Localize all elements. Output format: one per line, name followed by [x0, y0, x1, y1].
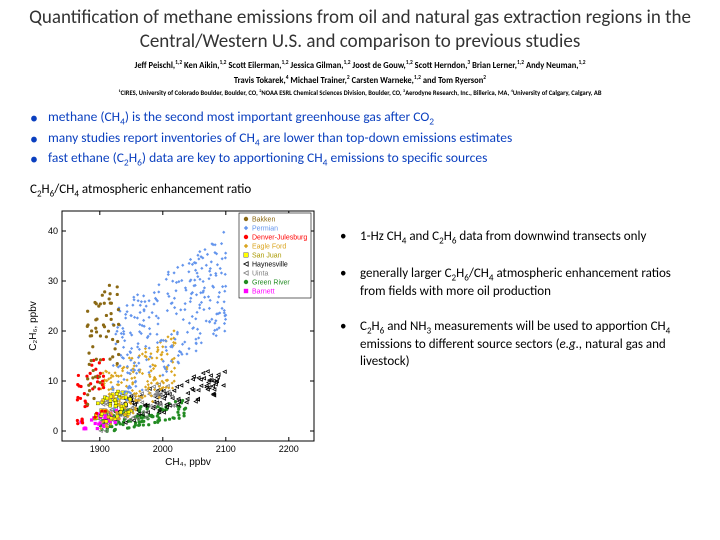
svg-text:Barnett: Barnett	[252, 289, 275, 296]
right-bullet-list: 1-Hz CH4 and C2H6 data from downwind tra…	[320, 199, 710, 471]
authors-line-2: Travis Tokarek,4 Michael Trainer,2 Carst…	[0, 71, 720, 87]
svg-text:30: 30	[48, 276, 58, 286]
svg-text:1900: 1900	[90, 444, 110, 454]
svg-text:Uinta: Uinta	[252, 271, 268, 278]
svg-text:40: 40	[48, 226, 58, 236]
svg-text:2100: 2100	[216, 444, 236, 454]
svg-text:10: 10	[48, 376, 58, 386]
svg-text:20: 20	[48, 326, 58, 336]
svg-text:Permian: Permian	[252, 226, 278, 233]
svg-text:CH₄, ppbv: CH₄, ppbv	[165, 457, 211, 468]
svg-text:Eagle Ford: Eagle Ford	[252, 244, 286, 251]
svg-text:Denver-Julesburg: Denver-Julesburg	[252, 235, 307, 242]
affiliations: 1CIRES, University of Colorado Boulder, …	[0, 87, 720, 104]
page-title: Quantification of methane emissions from…	[0, 0, 720, 56]
scatter-chart: 1900 2000 2100 2200 0 10 20 30 40 CH₄, ppbv C₂H₆, …	[10, 199, 320, 471]
top-bullet: fast ethane (C2H6) data are key to appor…	[30, 149, 690, 169]
svg-text:C₂H₆, ppbv: C₂H₆, ppbv	[28, 301, 39, 351]
chart-title: C2H6/CH4 atmospheric enhancement ratio	[0, 178, 720, 200]
svg-text:Bakken: Bakken	[252, 217, 275, 224]
svg-text:0: 0	[53, 426, 58, 436]
top-bullet-list: methane (CH4) is the second most importa…	[0, 104, 720, 177]
svg-text:Haynesville: Haynesville	[252, 262, 288, 269]
top-bullet: methane (CH4) is the second most importa…	[30, 108, 690, 128]
svg-text:2200: 2200	[279, 444, 299, 454]
right-bullet: 1-Hz CH4 and C2H6 data from downwind tra…	[340, 229, 690, 247]
right-bullet: generally larger C2H6/CH4 atmospheric en…	[340, 266, 690, 301]
svg-text:San Juan: San Juan	[252, 253, 282, 260]
right-bullet: C2H6 and NH3 measurements will be used t…	[340, 319, 690, 371]
top-bullet: many studies report inventories of CH4 a…	[30, 129, 690, 149]
authors-line-1: Jeff Peischl,1,2 Ken Aikin,1,2 Scott Eil…	[0, 56, 720, 72]
svg-text:2000: 2000	[153, 444, 173, 454]
svg-text:Green River: Green River	[252, 280, 290, 287]
